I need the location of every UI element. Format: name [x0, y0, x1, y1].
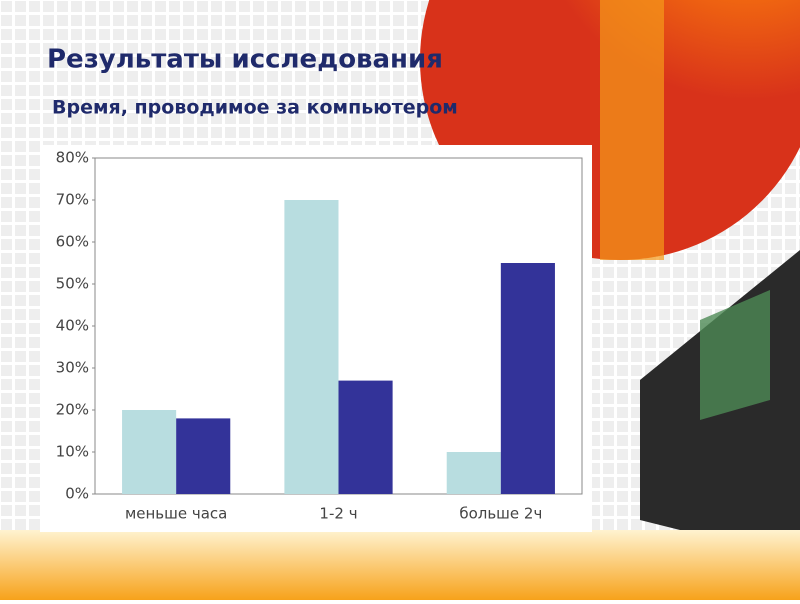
decor-screen	[700, 290, 770, 420]
bar	[500, 263, 555, 494]
bar	[284, 200, 339, 494]
y-tick-label: 20%	[56, 401, 89, 419]
x-tick-label: больше 2ч	[459, 505, 542, 523]
chart-title: Результаты исследования	[47, 45, 443, 75]
decor-floor	[0, 530, 800, 600]
y-tick-label: 70%	[56, 191, 89, 209]
y-tick-label: 10%	[56, 443, 89, 461]
y-tick-label: 60%	[56, 233, 89, 251]
y-tick-label: 50%	[56, 275, 89, 293]
y-tick-label: 30%	[56, 359, 89, 377]
y-tick-label: 40%	[56, 317, 89, 335]
bar	[176, 418, 231, 494]
bar	[338, 380, 393, 494]
bar	[122, 410, 177, 494]
x-tick-label: меньше часа	[125, 505, 227, 523]
decor-column	[600, 0, 664, 260]
bar	[446, 452, 501, 494]
chart-subtitle: Время, проводимое за компьютером	[52, 97, 458, 119]
y-tick-label: 80%	[56, 149, 89, 167]
x-tick-label: 1-2 ч	[319, 505, 357, 523]
y-tick-label: 0%	[65, 485, 89, 503]
